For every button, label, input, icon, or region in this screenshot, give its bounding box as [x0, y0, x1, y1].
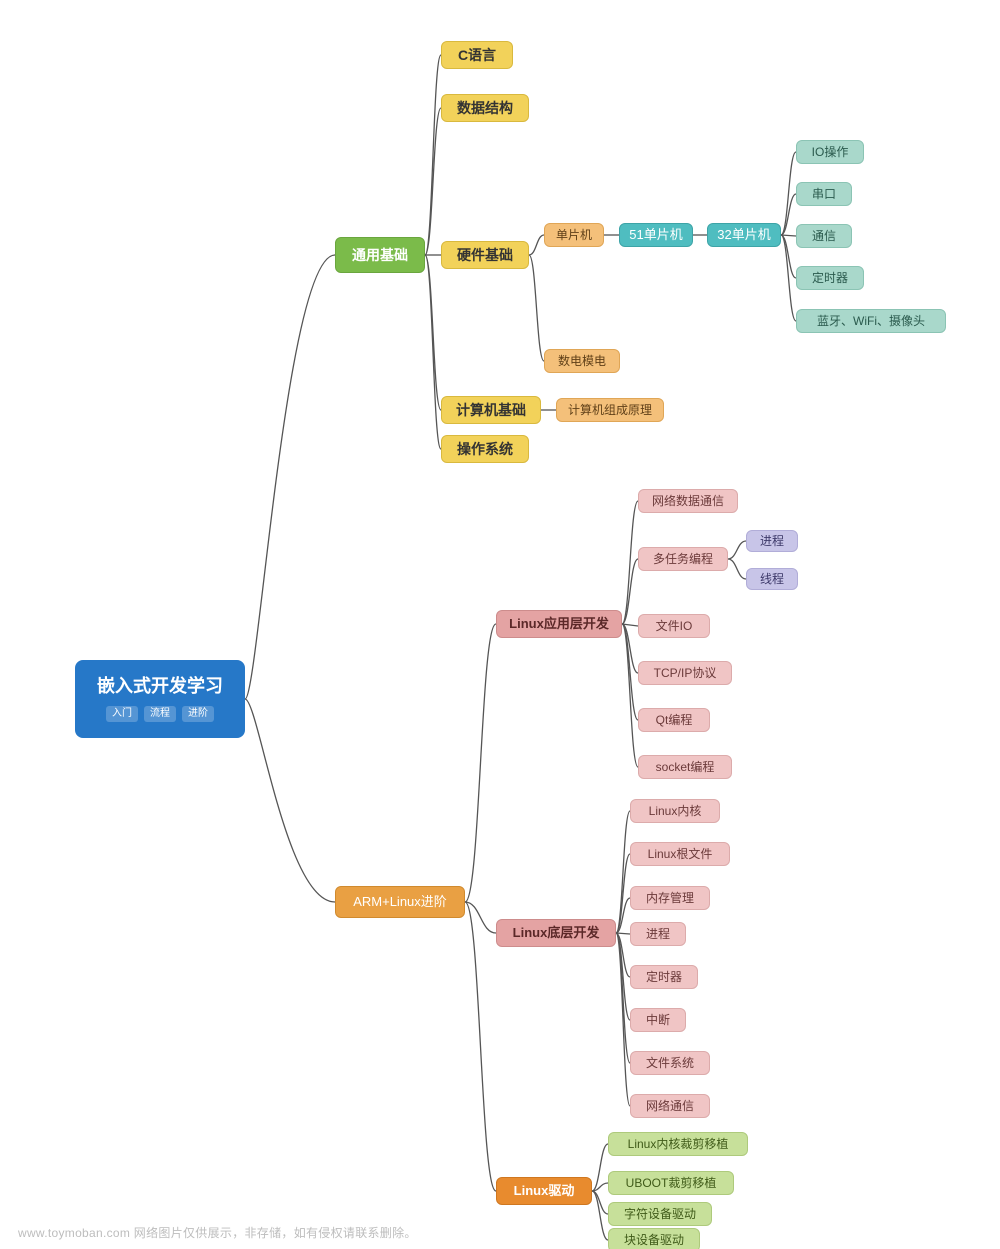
mindmap-node-hw_mcu[interactable]: 单片机	[544, 223, 604, 247]
mindmap-node-low_6[interactable]: 中断	[630, 1008, 686, 1032]
mindmap-node-app_4[interactable]: TCP/IP协议	[638, 661, 732, 685]
mindmap-node-app_3[interactable]: 文件IO	[638, 614, 710, 638]
connector	[529, 255, 544, 361]
mindmap-node-drv_4[interactable]: 块设备驱动	[608, 1228, 700, 1249]
connector	[781, 235, 796, 278]
mindmap-node-lx_drv[interactable]: Linux驱动	[496, 1177, 592, 1205]
root-tag-0: 入门	[106, 706, 138, 722]
connector	[425, 255, 441, 410]
mindmap-node-drv_1[interactable]: Linux内核裁剪移植	[608, 1132, 748, 1156]
connector	[781, 235, 796, 321]
connector	[616, 933, 630, 1063]
connector	[622, 624, 638, 673]
mindmap-node-lx_app[interactable]: Linux应用层开发	[496, 610, 622, 638]
connector	[616, 854, 630, 933]
mindmap-node-drv_2[interactable]: UBOOT裁剪移植	[608, 1171, 734, 1195]
footer-watermark: www.toymoban.com 网络图片仅供展示，非存储，如有侵权请联系删除。	[18, 1224, 417, 1241]
root-tag-1: 流程	[144, 706, 176, 722]
mindmap-node-mt_thr[interactable]: 线程	[746, 568, 798, 590]
connector	[622, 559, 638, 624]
mindmap-node-mcu32_4[interactable]: 定时器	[796, 266, 864, 290]
mindmap-node-mcu51[interactable]: 51单片机	[619, 223, 693, 247]
connector	[465, 902, 496, 1191]
connector	[616, 933, 630, 1106]
mindmap-node-mcu32[interactable]: 32单片机	[707, 223, 781, 247]
mindmap-node-mcu32_1[interactable]: IO操作	[796, 140, 864, 164]
mindmap-node-lx_low[interactable]: Linux底层开发	[496, 919, 616, 947]
mindmap-node-low_7[interactable]: 文件系统	[630, 1051, 710, 1075]
mindmap-node-b1_1[interactable]: C语言	[441, 41, 513, 69]
connector	[616, 811, 630, 933]
mindmap-node-app_6[interactable]: socket编程	[638, 755, 732, 779]
connector	[616, 898, 630, 933]
connector	[616, 933, 630, 977]
connector	[616, 933, 630, 934]
mindmap-node-b1_4[interactable]: 计算机基础	[441, 396, 541, 424]
connector	[425, 55, 441, 255]
mindmap-node-hw_de[interactable]: 数电模电	[544, 349, 620, 373]
connector	[425, 255, 441, 449]
connector	[592, 1144, 608, 1191]
connector	[592, 1191, 608, 1240]
mindmap-node-low_2[interactable]: Linux根文件	[630, 842, 730, 866]
connector	[465, 902, 496, 933]
connector	[781, 152, 796, 235]
mindmap-node-mcu32_3[interactable]: 通信	[796, 224, 852, 248]
root-tag-2: 进阶	[182, 706, 214, 722]
connector	[728, 541, 746, 559]
mindmap-node-low_3[interactable]: 内存管理	[630, 886, 710, 910]
connector	[781, 235, 796, 236]
mindmap-node-mt_proc[interactable]: 进程	[746, 530, 798, 552]
mindmap-node-drv_3[interactable]: 字符设备驱动	[608, 1202, 712, 1226]
connector	[728, 559, 746, 579]
mindmap-node-mcu32_2[interactable]: 串口	[796, 182, 852, 206]
mindmap-node-low_1[interactable]: Linux内核	[630, 799, 720, 823]
connector	[425, 108, 441, 255]
mindmap-node-low_8[interactable]: 网络通信	[630, 1094, 710, 1118]
connector	[622, 624, 638, 767]
mindmap-node-branch1[interactable]: 通用基础	[335, 237, 425, 273]
connector	[616, 933, 630, 1020]
root-title: 嵌入式开发学习	[97, 676, 223, 698]
root-tags: 入门 流程 进阶	[106, 706, 214, 722]
mindmap-node-b1_2[interactable]: 数据结构	[441, 94, 529, 122]
connector	[529, 235, 544, 255]
mindmap-node-low_5[interactable]: 定时器	[630, 965, 698, 989]
mindmap-node-b1_3[interactable]: 硬件基础	[441, 241, 529, 269]
mindmap-node-low_4[interactable]: 进程	[630, 922, 686, 946]
mindmap-node-app_5[interactable]: Qt编程	[638, 708, 710, 732]
connector	[592, 1191, 608, 1214]
root-node[interactable]: 嵌入式开发学习 入门 流程 进阶	[75, 660, 245, 738]
connector	[245, 699, 335, 902]
connector	[592, 1183, 608, 1191]
connector	[465, 624, 496, 902]
mindmap-node-app_2[interactable]: 多任务编程	[638, 547, 728, 571]
mindmap-node-app_1[interactable]: 网络数据通信	[638, 489, 738, 513]
connector	[622, 624, 638, 720]
mindmap-node-mcu32_5[interactable]: 蓝牙、WiFi、摄像头	[796, 309, 946, 333]
mindmap-node-b1_5[interactable]: 操作系统	[441, 435, 529, 463]
connector	[622, 624, 638, 626]
connector	[622, 501, 638, 624]
mindmap-node-branch2[interactable]: ARM+Linux进阶	[335, 886, 465, 918]
connector	[245, 255, 335, 699]
connector	[781, 194, 796, 235]
mindmap-node-cs_org[interactable]: 计算机组成原理	[556, 398, 664, 422]
